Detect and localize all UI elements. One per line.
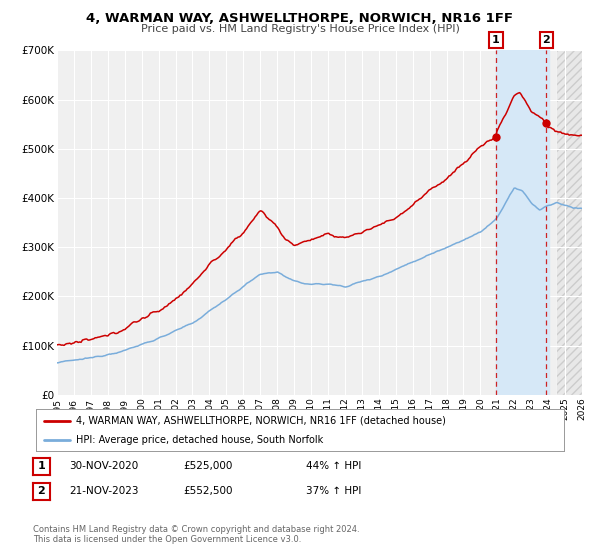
Text: 44% ↑ HPI: 44% ↑ HPI	[306, 461, 361, 472]
Text: 1: 1	[492, 35, 500, 45]
Text: HPI: Average price, detached house, South Norfolk: HPI: Average price, detached house, Sout…	[76, 435, 323, 445]
Text: Price paid vs. HM Land Registry's House Price Index (HPI): Price paid vs. HM Land Registry's House …	[140, 24, 460, 34]
Text: 4, WARMAN WAY, ASHWELLTHORPE, NORWICH, NR16 1FF: 4, WARMAN WAY, ASHWELLTHORPE, NORWICH, N…	[86, 12, 514, 25]
Text: 2: 2	[38, 486, 45, 496]
Text: £552,500: £552,500	[183, 486, 233, 496]
Text: This data is licensed under the Open Government Licence v3.0.: This data is licensed under the Open Gov…	[33, 535, 301, 544]
Text: 1: 1	[38, 461, 45, 472]
Bar	[557, 50, 582, 395]
Text: 21-NOV-2023: 21-NOV-2023	[69, 486, 139, 496]
Text: 2: 2	[542, 35, 550, 45]
Text: 4, WARMAN WAY, ASHWELLTHORPE, NORWICH, NR16 1FF (detached house): 4, WARMAN WAY, ASHWELLTHORPE, NORWICH, N…	[76, 416, 445, 426]
Bar	[557, 50, 582, 395]
Text: 37% ↑ HPI: 37% ↑ HPI	[306, 486, 361, 496]
Text: Contains HM Land Registry data © Crown copyright and database right 2024.: Contains HM Land Registry data © Crown c…	[33, 525, 359, 534]
Text: 30-NOV-2020: 30-NOV-2020	[69, 461, 138, 472]
Bar	[496, 50, 549, 395]
Text: £525,000: £525,000	[183, 461, 232, 472]
